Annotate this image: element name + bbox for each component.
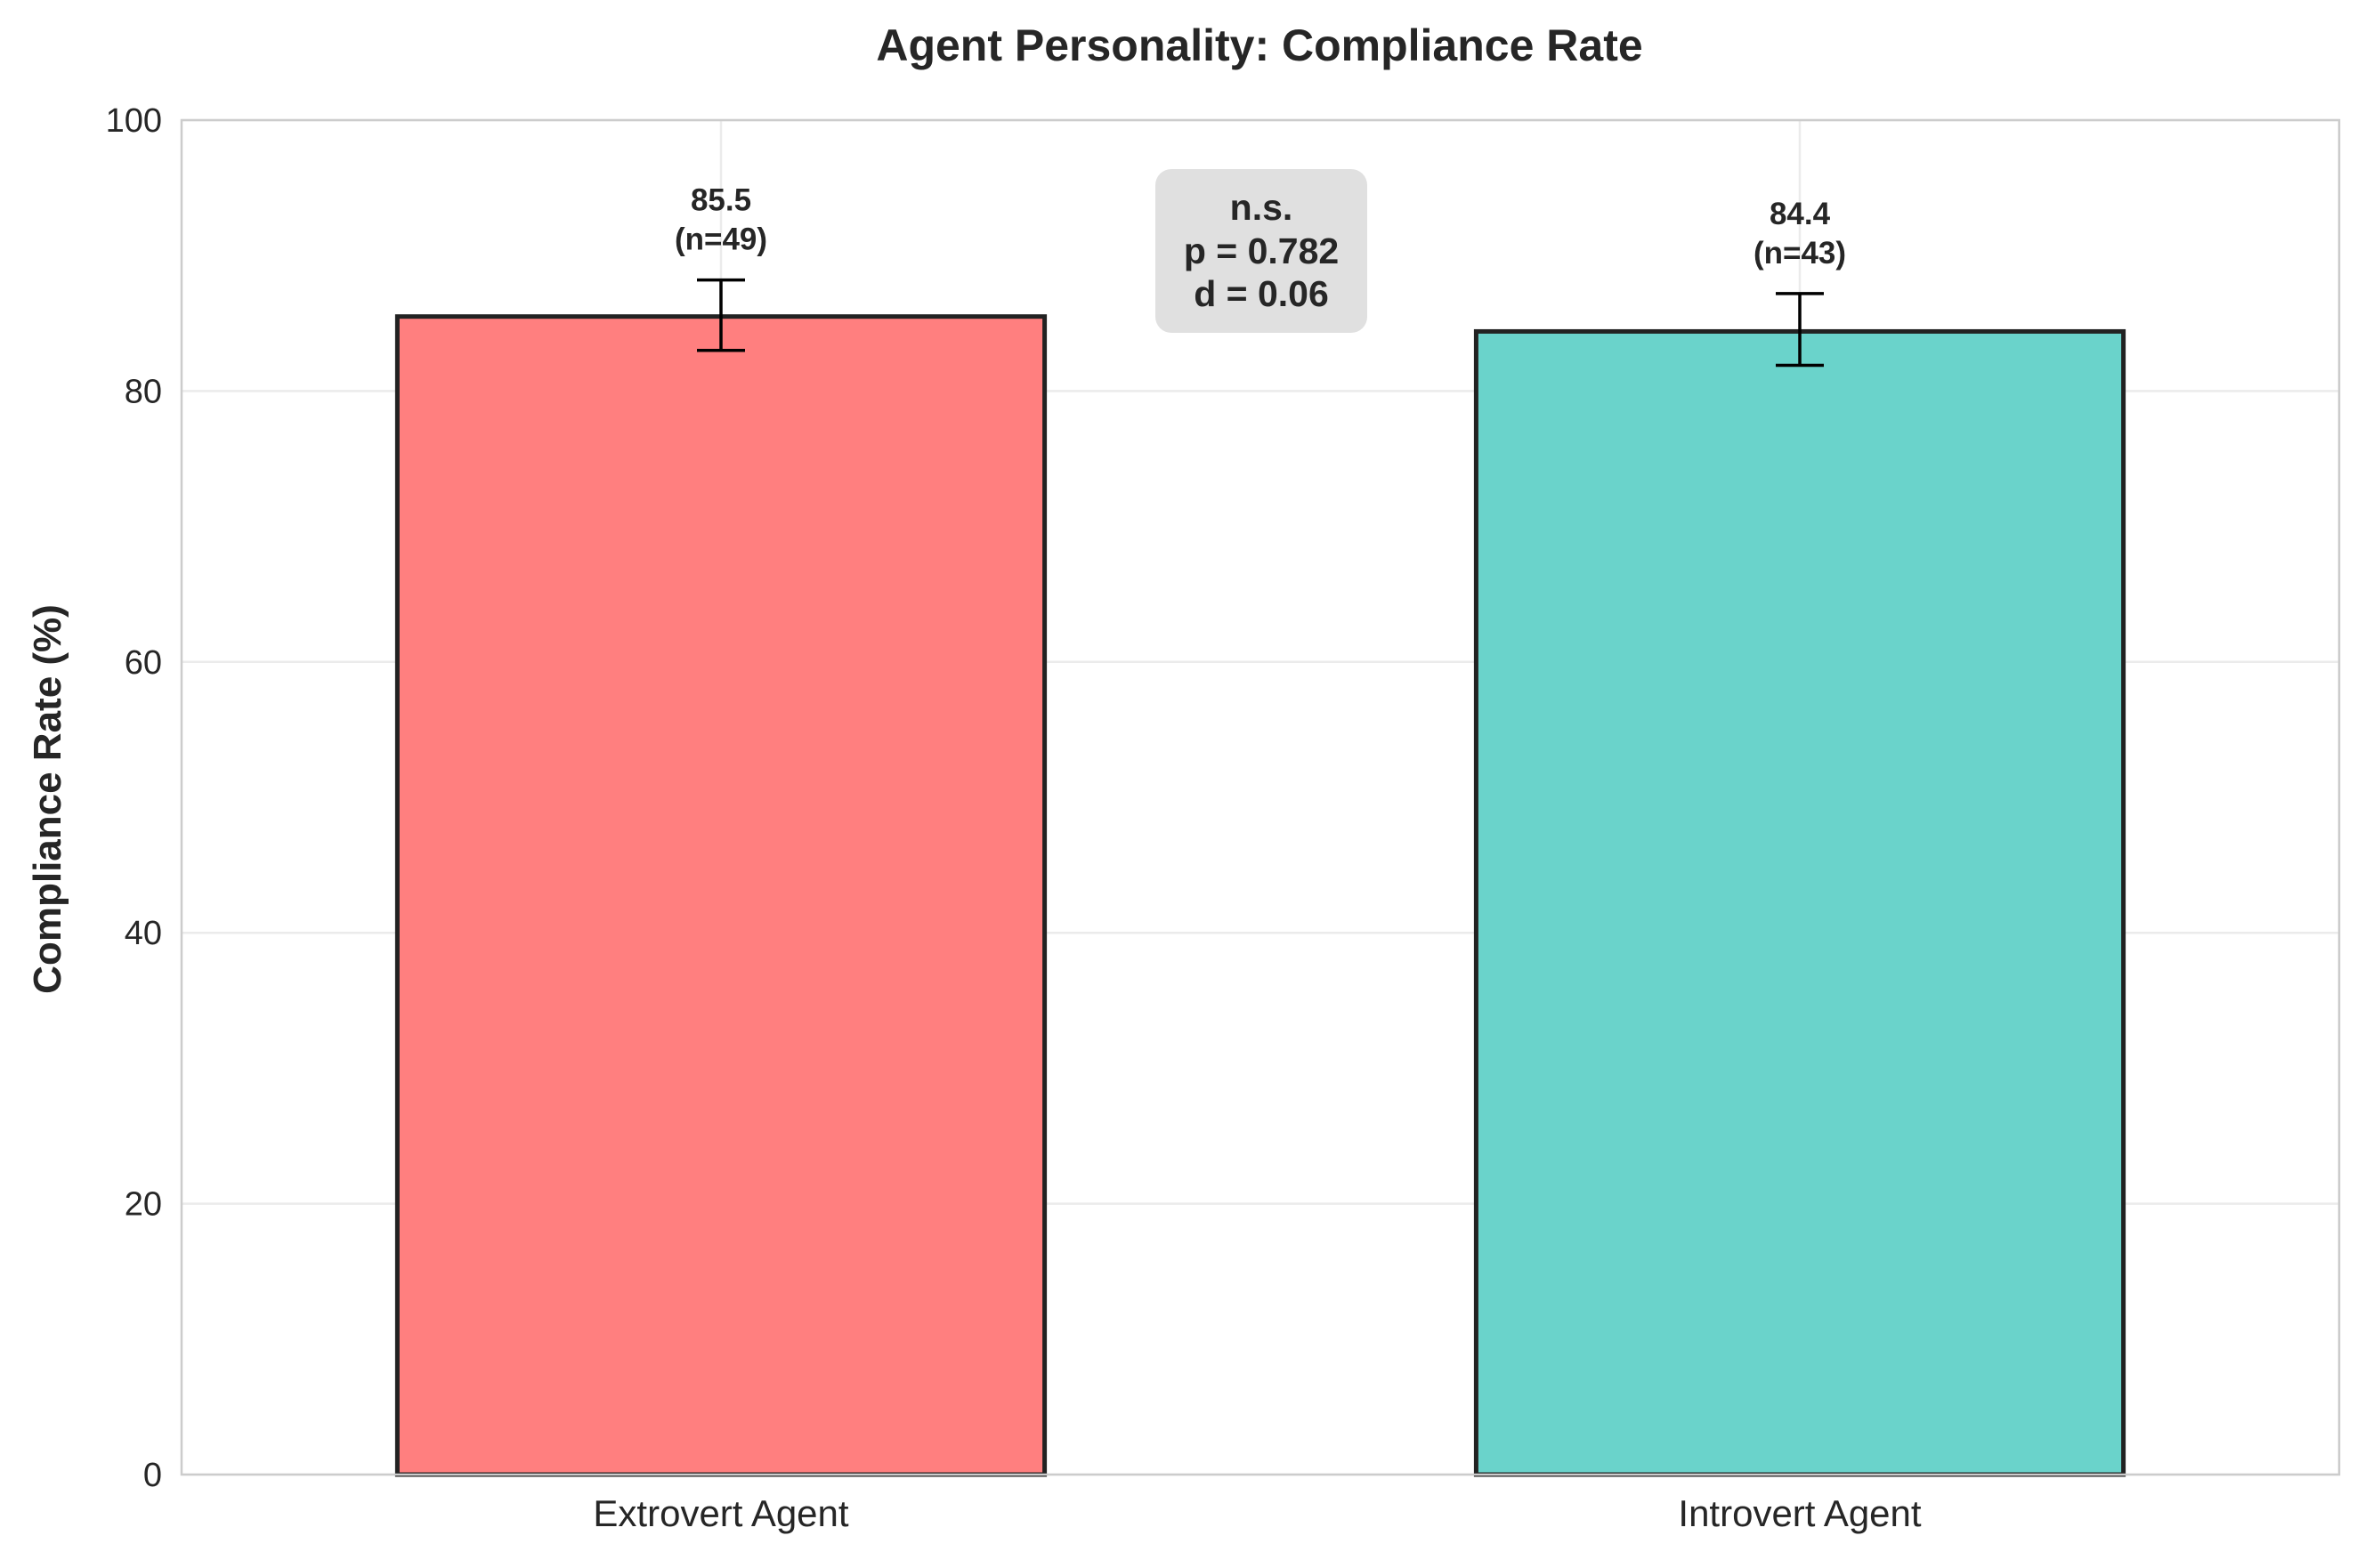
data-label-value: 84.4 [1770, 197, 1831, 231]
y-axis-label: Compliance Rate (%) [26, 604, 69, 994]
error-bars-layer [697, 278, 1824, 368]
effect-size-label: d = 0.06 [1194, 273, 1329, 314]
y-tick-label: 20 [125, 1186, 162, 1224]
bar [394, 314, 1048, 1477]
stats-annotation: n.s. p = 0.782 d = 0.06 [1155, 169, 1367, 333]
bars-layer [394, 314, 2126, 1477]
y-tick-label: 0 [143, 1457, 162, 1494]
ticks-layer: 0 20 40 60 80 100 Extrovert Agent Introvert Age… [106, 102, 1922, 1534]
x-tick-label: Introvert Agent [1678, 1492, 1921, 1534]
chart-title: Agent Personality: Compliance Rate [876, 20, 1642, 70]
bar [1473, 328, 2126, 1477]
data-label-value: 85.5 [691, 183, 751, 218]
p-value-label: p = 0.782 [1184, 230, 1339, 271]
data-label-n: (n=43) [1754, 236, 1846, 271]
data-label-n: (n=49) [675, 222, 767, 257]
x-tick-label: Extrovert Agent [593, 1492, 848, 1534]
data-labels-layer: 85.5 (n=49) 84.4 (n=43) [675, 183, 1846, 271]
stats-annotation-box [1155, 169, 1367, 333]
y-tick-label: 80 [125, 373, 162, 410]
y-tick-label: 40 [125, 915, 162, 952]
y-tick-label: 60 [125, 644, 162, 682]
y-tick-label: 100 [106, 102, 162, 140]
significance-label: n.s. [1230, 187, 1293, 228]
plot-frame [180, 118, 2341, 1476]
